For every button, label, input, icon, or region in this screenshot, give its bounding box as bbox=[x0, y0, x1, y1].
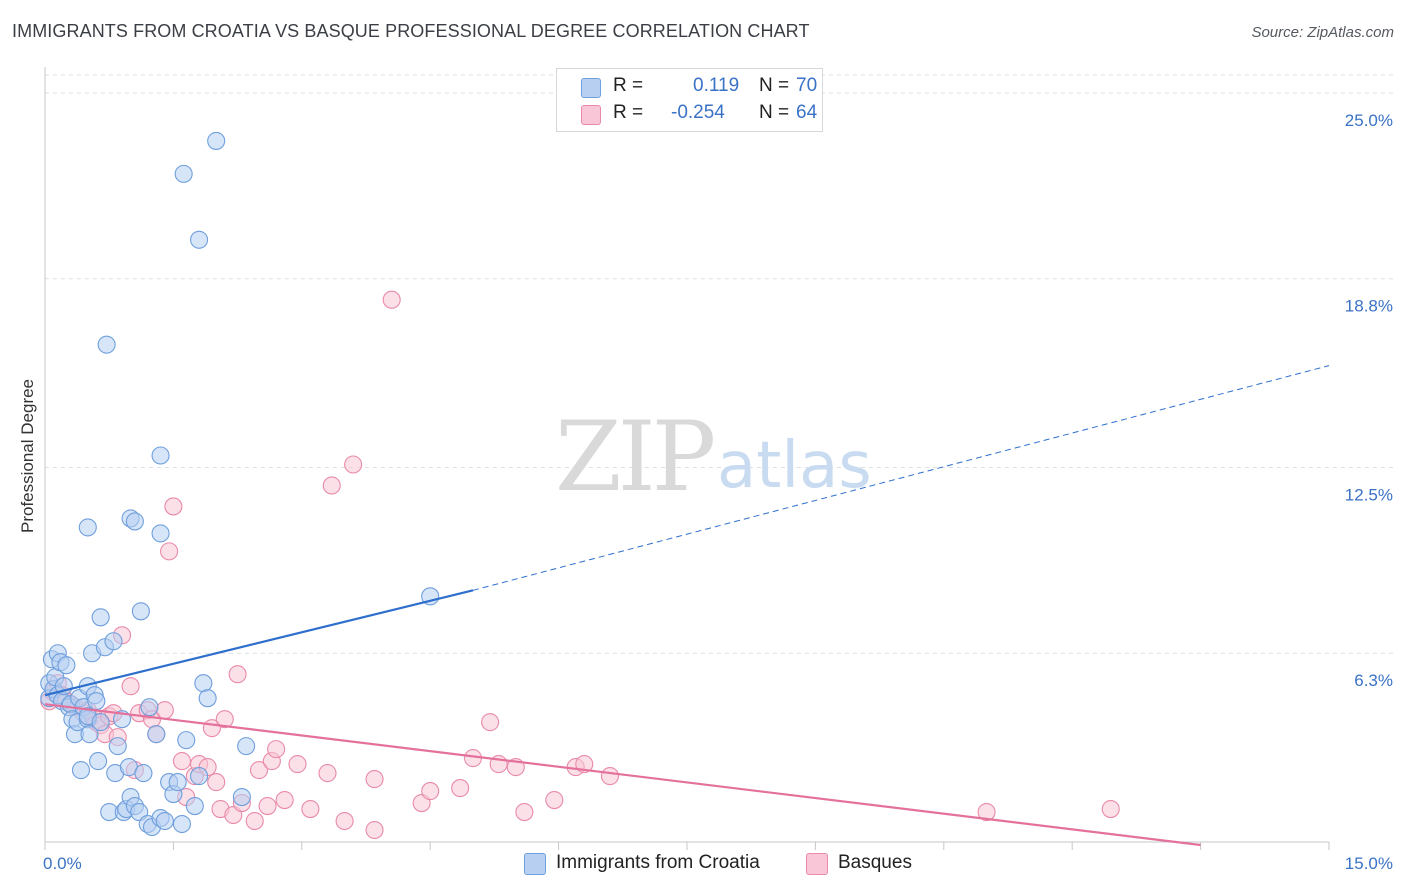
croatia-point bbox=[87, 692, 106, 711]
croatia-trend-extension bbox=[472, 365, 1330, 591]
basques-point bbox=[249, 761, 269, 780]
legend-label-basques: Basques bbox=[838, 852, 912, 873]
basques-point bbox=[1101, 799, 1120, 819]
watermark-zip: ZIP bbox=[555, 401, 714, 513]
basques-point bbox=[301, 799, 320, 819]
chart-title: IMMIGRANTS FROM CROATIA VS BASQUE PROFES… bbox=[12, 21, 810, 41]
croatia-point bbox=[232, 788, 251, 807]
x-tick-label: 15.0% bbox=[1345, 854, 1393, 873]
croatia-point bbox=[168, 773, 187, 792]
source-label: Source: ZipAtlas.com bbox=[1251, 24, 1394, 41]
croatia-point bbox=[172, 814, 192, 834]
croatia-point bbox=[71, 761, 91, 780]
basques-point bbox=[245, 811, 264, 831]
r-value: 0.119 bbox=[693, 75, 740, 96]
basques-point bbox=[545, 791, 564, 810]
basques-point bbox=[172, 752, 192, 771]
y-tick-label: 18.8% bbox=[1345, 297, 1393, 316]
basques-point bbox=[382, 290, 401, 309]
croatia-point bbox=[155, 811, 174, 831]
croatia-point bbox=[89, 752, 108, 771]
grid-layer bbox=[45, 74, 1395, 654]
n-label: N = bbox=[759, 75, 790, 96]
basques-point bbox=[451, 779, 470, 798]
trend-layer bbox=[44, 365, 1330, 847]
croatia-point bbox=[147, 725, 166, 744]
basques-point bbox=[164, 497, 183, 516]
croatia-point bbox=[174, 164, 193, 183]
r-label: R = bbox=[613, 102, 644, 123]
croatia-point bbox=[91, 608, 110, 627]
croatia-point bbox=[198, 689, 217, 708]
r-value: -0.254 bbox=[671, 102, 725, 123]
basques-point bbox=[288, 755, 307, 774]
basques-point bbox=[481, 713, 500, 732]
y-axis-title: Professional Degree bbox=[18, 379, 37, 533]
croatia-point bbox=[80, 725, 99, 744]
basques-point bbox=[335, 811, 354, 831]
basques-point bbox=[365, 770, 384, 789]
basques-point bbox=[121, 677, 140, 696]
basques-point bbox=[267, 740, 286, 759]
croatia-point bbox=[125, 512, 144, 531]
basques-point bbox=[515, 802, 534, 822]
basques-swatch bbox=[581, 105, 601, 125]
croatia-point bbox=[108, 737, 127, 756]
n-label: N = bbox=[759, 102, 790, 123]
basques-point bbox=[275, 791, 294, 810]
basques-point bbox=[600, 767, 620, 786]
croatia-point bbox=[185, 796, 204, 816]
n-value: 64 bbox=[796, 102, 818, 123]
r-label: R = bbox=[613, 75, 644, 96]
croatia-point bbox=[104, 632, 123, 651]
basques-point bbox=[365, 820, 384, 840]
x-tick-label: 0.0% bbox=[43, 854, 82, 873]
basques-point bbox=[421, 782, 440, 801]
croatia-point bbox=[140, 698, 159, 717]
croatia-point bbox=[237, 737, 256, 756]
basques-point bbox=[215, 710, 234, 729]
croatia-point bbox=[207, 131, 226, 150]
croatia-point bbox=[91, 713, 110, 732]
watermark-atlas: atlas bbox=[717, 429, 872, 503]
y-tick-label: 6.3% bbox=[1354, 671, 1393, 690]
croatia-point bbox=[151, 524, 170, 543]
basques-point bbox=[258, 796, 277, 816]
y-tick-label: 12.5% bbox=[1345, 485, 1393, 504]
basques-legend-swatch bbox=[806, 853, 828, 875]
basques-trend-line bbox=[44, 703, 1201, 847]
croatia-point bbox=[151, 446, 170, 465]
croatia-point bbox=[190, 230, 209, 249]
legend-label-croatia: Immigrants from Croatia bbox=[556, 852, 760, 873]
croatia-swatch bbox=[581, 78, 601, 98]
basques-point bbox=[318, 764, 337, 783]
basques-point bbox=[977, 802, 996, 822]
basques-point bbox=[228, 665, 247, 684]
croatia-point bbox=[97, 335, 116, 354]
croatia-trend-line bbox=[44, 589, 474, 697]
basques-point bbox=[207, 773, 226, 792]
y-tick-label: 25.0% bbox=[1345, 111, 1393, 130]
basques-point bbox=[322, 476, 341, 495]
basques-point bbox=[155, 701, 174, 720]
croatia-point bbox=[134, 764, 153, 783]
labels-layer: 6.3% 12.5% 18.8% 25.0% 0.0% 15.0% bbox=[43, 111, 1393, 873]
croatia-point bbox=[57, 656, 76, 675]
n-value: 70 bbox=[796, 75, 818, 96]
croatia-point bbox=[78, 518, 97, 537]
croatia-point bbox=[190, 767, 209, 786]
basques-point bbox=[344, 455, 363, 474]
croatia-point bbox=[131, 602, 150, 621]
croatia-legend-swatch bbox=[524, 853, 546, 875]
croatia-point bbox=[177, 731, 196, 750]
basques-point bbox=[160, 542, 179, 561]
stats-legend: R = 0.119 N = 70 R = -0.254 N = 64 bbox=[556, 68, 823, 132]
axes-layer bbox=[44, 67, 1330, 850]
croatia-point bbox=[194, 674, 213, 693]
